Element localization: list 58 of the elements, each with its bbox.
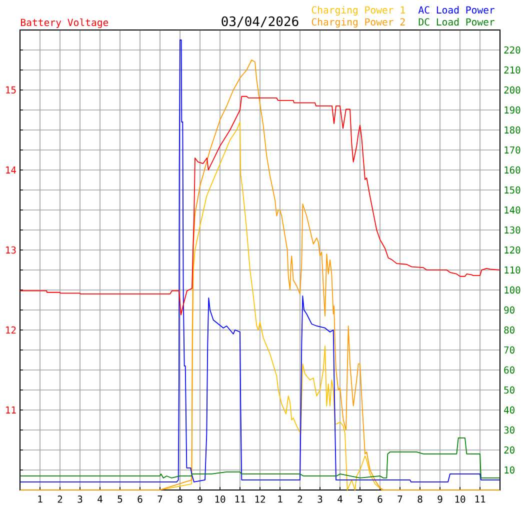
y2-tick-label: 30	[504, 426, 514, 434]
x-tick-label: 10	[455, 496, 466, 503]
y2-tick-label: 120	[504, 246, 520, 254]
x-tick-label: 11	[475, 496, 486, 503]
x-tick-label: 1	[278, 496, 282, 503]
x-tick-label: 11	[235, 496, 246, 503]
x-tick-label: 12	[255, 496, 265, 503]
text: DC Load Power	[418, 18, 495, 26]
y2-tick-label: 200	[504, 86, 520, 94]
x-tick-label: 8	[178, 496, 182, 503]
x-tick-label: 5	[358, 496, 362, 503]
text: AC Load Power	[418, 6, 495, 14]
y2-tick-label: 10	[504, 466, 514, 474]
x-tick-label: 2	[298, 496, 302, 503]
y2-tick-label: 20	[504, 446, 514, 454]
y2-tick-label: 210	[504, 66, 520, 74]
x-tick-label: 6	[138, 496, 142, 503]
x-tick-label: 10	[215, 496, 226, 503]
x-tick-label: 7	[158, 496, 162, 503]
x-tick-label: 8	[418, 496, 422, 503]
y2-tick-label: 150	[504, 186, 520, 194]
line-series	[20, 96, 500, 316]
x-tick-label: 1	[38, 496, 42, 503]
chart-title: 03/04/2026	[222, 16, 298, 28]
y2-tick-label: 220	[504, 46, 520, 54]
y-tick-label: 13	[6, 246, 16, 254]
y-tick-label: 12	[6, 326, 16, 334]
x-tick-label: 7	[398, 496, 402, 503]
y2-tick-label: 70	[504, 346, 514, 354]
x-tick-label: 5	[118, 496, 122, 503]
x-tick-label: 9	[438, 496, 442, 503]
y2-tick-label: 130	[504, 226, 520, 234]
y2-tick-label: 40	[504, 406, 514, 414]
y-axis-title: Battery Voltage	[21, 18, 108, 28]
x-tick-label: 9	[198, 496, 202, 503]
y-tick-label: 15	[6, 86, 16, 94]
y2-tick-label: 50	[504, 386, 514, 394]
y-tick-label: 11	[6, 406, 16, 414]
text: Charging Power 1	[312, 6, 405, 16]
y2-tick-label: 60	[504, 366, 514, 374]
y2-tick-label: 160	[504, 166, 520, 174]
x-tick-label: 4	[98, 496, 102, 503]
y2-tick-label: 100	[504, 286, 520, 294]
x-tick-label: 3	[78, 496, 82, 503]
x-tick-label: 2	[58, 496, 62, 503]
x-tick-label: 4	[338, 496, 342, 503]
x-tick-label: 6	[378, 496, 382, 503]
line-series	[20, 438, 500, 478]
y2-tick-label: 80	[504, 326, 514, 334]
text: Charging Power 2	[312, 18, 405, 28]
y2-tick-label: 180	[504, 126, 520, 134]
y2-tick-label: 110	[504, 266, 520, 274]
y2-tick-label: 170	[504, 146, 520, 154]
y2-tick-label: 190	[504, 106, 520, 114]
x-tick-label: 3	[318, 496, 322, 503]
y2-tick-label: 140	[504, 206, 520, 214]
y-tick-label: 14	[6, 166, 16, 174]
y2-tick-label: 90	[504, 306, 514, 314]
